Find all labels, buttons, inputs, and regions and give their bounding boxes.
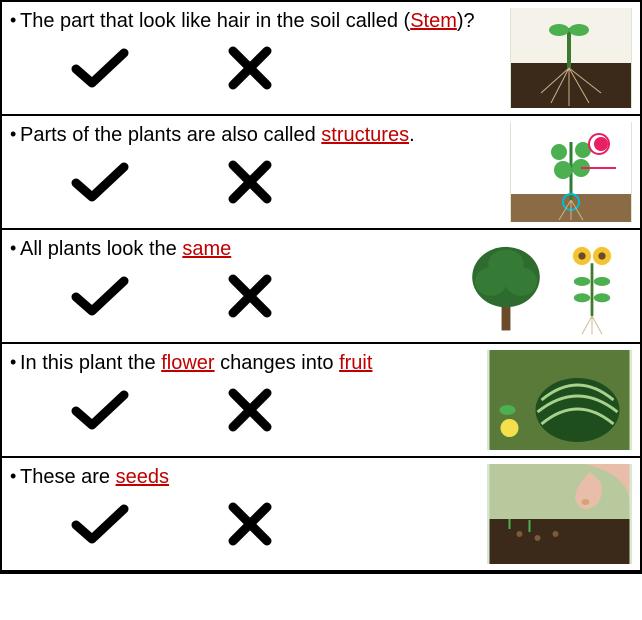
check-icon[interactable] bbox=[70, 387, 130, 433]
q-pre: These are bbox=[20, 466, 116, 488]
q-post: . bbox=[409, 124, 415, 146]
question-row: •These are seeds bbox=[2, 458, 640, 572]
question-image bbox=[510, 122, 632, 222]
question-image bbox=[487, 464, 632, 564]
check-icon[interactable] bbox=[70, 45, 130, 91]
sunflower-thumb bbox=[552, 236, 632, 336]
check-icon[interactable] bbox=[70, 501, 130, 547]
quiz-table: •The part that look like hair in the soi… bbox=[0, 0, 642, 574]
question-image bbox=[487, 350, 632, 450]
q-keyword: structures bbox=[321, 124, 409, 146]
cross-icon[interactable] bbox=[220, 501, 280, 547]
question-image bbox=[466, 236, 632, 336]
cross-icon[interactable] bbox=[220, 273, 280, 319]
cross-icon[interactable] bbox=[220, 45, 280, 91]
question-row: •All plants look the same bbox=[2, 230, 640, 344]
image-thumb bbox=[510, 122, 632, 222]
bullet-icon: • bbox=[10, 8, 16, 32]
cross-icon[interactable] bbox=[220, 387, 280, 433]
question-text-area: •All plants look the same bbox=[20, 236, 466, 336]
question-text: •These are seeds bbox=[20, 464, 477, 491]
q-keyword-2: fruit bbox=[339, 352, 372, 374]
question-text-area: •The part that look like hair in the soi… bbox=[20, 8, 510, 108]
q-keyword: seeds bbox=[116, 466, 169, 488]
answer-marks bbox=[20, 273, 456, 319]
image-thumb bbox=[487, 350, 632, 450]
q-pre: In this plant the bbox=[20, 352, 161, 374]
q-pre: All plants look the bbox=[20, 238, 182, 260]
question-row: •The part that look like hair in the soi… bbox=[2, 2, 640, 116]
question-text: •All plants look the same bbox=[20, 236, 456, 263]
answer-marks bbox=[20, 159, 500, 205]
question-text: •The part that look like hair in the soi… bbox=[20, 8, 500, 35]
q-keyword: same bbox=[182, 238, 231, 260]
question-text-area: •Parts of the plants are also called str… bbox=[20, 122, 510, 222]
q-pre: The part that look like hair in the soil… bbox=[20, 10, 410, 32]
question-text-area: •These are seeds bbox=[20, 464, 487, 564]
answer-marks bbox=[20, 501, 477, 547]
bullet-icon: • bbox=[10, 350, 16, 374]
image-thumb bbox=[510, 8, 632, 108]
question-image bbox=[510, 8, 632, 108]
bullet-icon: • bbox=[10, 236, 16, 260]
question-text-area: •In this plant the flower changes into f… bbox=[20, 350, 487, 450]
tree-thumb bbox=[466, 236, 546, 336]
cross-icon[interactable] bbox=[220, 159, 280, 205]
question-row: •Parts of the plants are also called str… bbox=[2, 116, 640, 230]
image-thumb bbox=[487, 464, 632, 564]
check-icon[interactable] bbox=[70, 273, 130, 319]
answer-marks bbox=[20, 387, 477, 433]
answer-marks bbox=[20, 45, 500, 91]
q-keyword: flower bbox=[161, 352, 214, 374]
q-keyword: Stem bbox=[410, 10, 457, 32]
question-row: •In this plant the flower changes into f… bbox=[2, 344, 640, 458]
check-icon[interactable] bbox=[70, 159, 130, 205]
q-mid: changes into bbox=[215, 352, 340, 374]
question-text: •Parts of the plants are also called str… bbox=[20, 122, 500, 149]
bullet-icon: • bbox=[10, 122, 16, 146]
question-text: •In this plant the flower changes into f… bbox=[20, 350, 477, 377]
q-post: )? bbox=[457, 10, 475, 32]
bullet-icon: • bbox=[10, 464, 16, 488]
q-pre: Parts of the plants are also called bbox=[20, 124, 321, 146]
